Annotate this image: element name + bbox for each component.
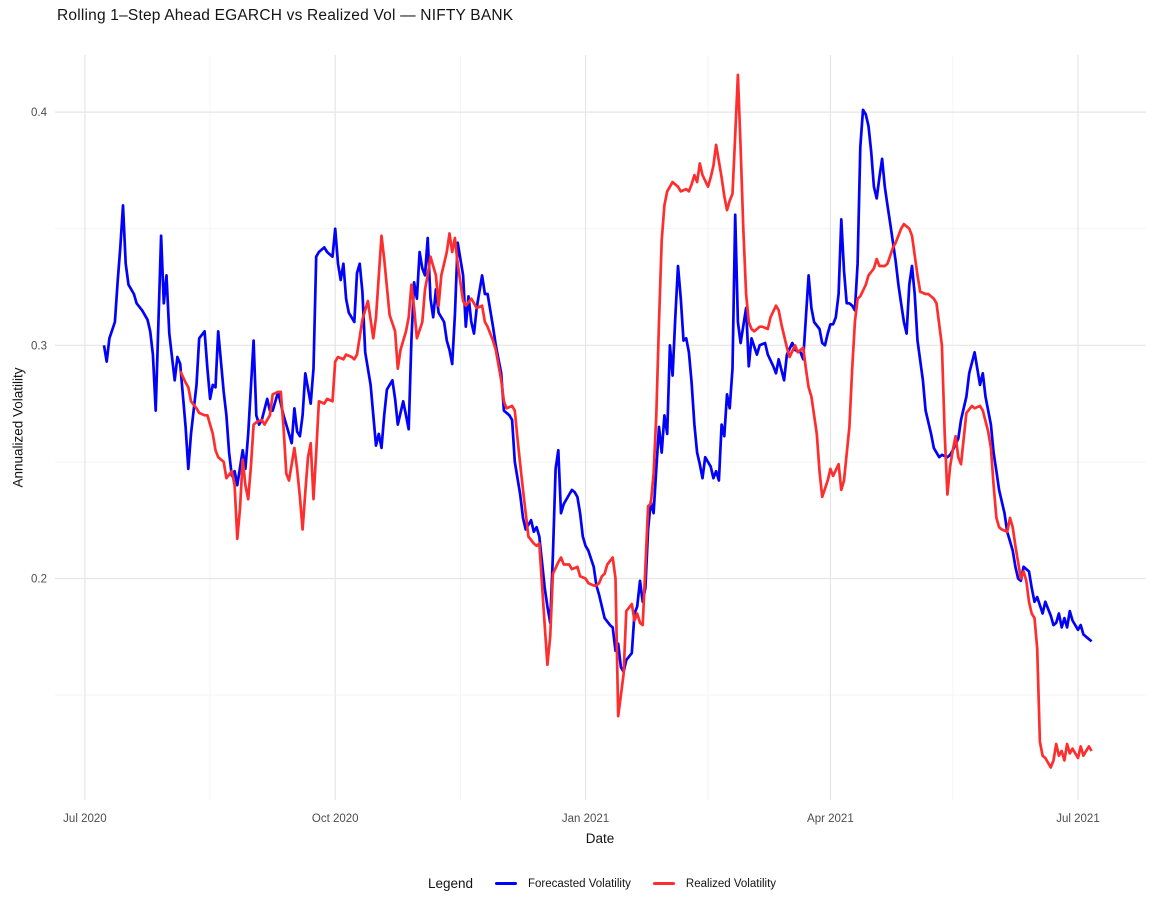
realized-line-swatch — [652, 881, 675, 886]
chart-title: Rolling 1–Step Ahead EGARCH vs Realized … — [57, 7, 514, 24]
legend-item-realized: Realized Volatility — [652, 877, 777, 890]
legend-item-forecast: Forecasted Volatility — [495, 878, 631, 890]
legend-item-label: Realized Volatility — [685, 877, 777, 890]
x-axis-title: Date — [585, 831, 615, 846]
x-tick-label: Oct 2020 — [312, 813, 359, 825]
y-tick-label: 0.3 — [31, 340, 47, 352]
legend-title: Legend — [427, 876, 473, 891]
y-tick-label: 0.4 — [31, 107, 48, 119]
x-tick-label: Apr 2021 — [807, 813, 854, 825]
legend-item-label: Forecasted Volatility — [528, 877, 631, 890]
legend: Legend Forecasted Volatility Realized Vo… — [26, 876, 1152, 891]
x-tick-label: Jan 2021 — [562, 813, 609, 825]
forecast-line-swatch — [495, 881, 517, 886]
y-tick-label: 0.2 — [31, 573, 47, 585]
x-tick-label: Jul 2021 — [1056, 813, 1099, 825]
realized-line — [178, 73, 1093, 769]
forecast-line — [102, 108, 1093, 674]
x-tick-label: Jul 2020 — [63, 813, 106, 825]
y-axis-title: Annualized Volatility — [10, 367, 26, 488]
